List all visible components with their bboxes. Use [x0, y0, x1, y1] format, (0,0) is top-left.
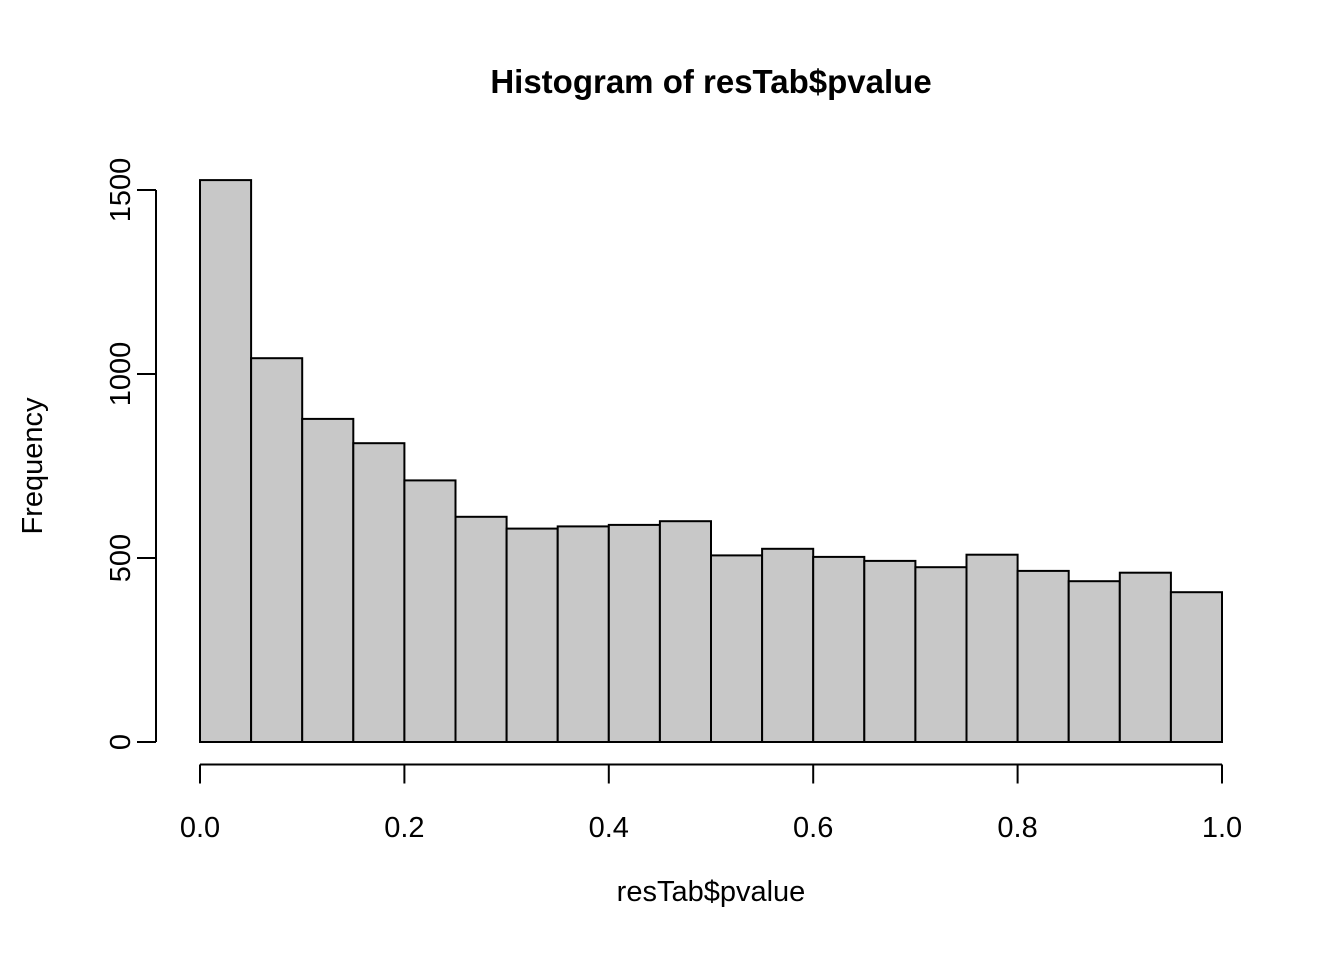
x-axis-label: resTab$pvalue — [617, 876, 806, 908]
histogram-bar — [1016, 569, 1070, 744]
histogram-bar — [914, 566, 968, 744]
histogram-bar — [1169, 591, 1224, 744]
y-axis: 0 500 1000 1500 — [105, 158, 157, 750]
x-tick-label: 0.4 — [589, 812, 629, 844]
histogram-bar — [250, 357, 304, 743]
histogram-bar — [301, 417, 355, 743]
histogram-bar — [658, 520, 713, 744]
histogram-bar — [454, 515, 508, 743]
x-tick-label: 0.8 — [997, 812, 1037, 844]
y-axis-label: Frequency — [17, 397, 49, 535]
y-tick-label: 1000 — [105, 342, 137, 407]
histogram-bar — [1118, 571, 1172, 744]
histogram-bar — [556, 525, 610, 744]
histogram-bar — [965, 553, 1019, 744]
x-axis: 0.0 0.2 0.4 0.6 0.8 1.0 — [180, 763, 1242, 844]
x-tick-label: 0.0 — [180, 812, 220, 844]
histogram-bar — [352, 442, 406, 743]
y-tick-label: 1500 — [105, 158, 137, 223]
histogram-bar — [505, 527, 559, 743]
histogram-bar — [199, 179, 253, 744]
histogram-bar — [863, 559, 917, 744]
histogram-bar — [812, 555, 866, 744]
y-tick-label: 500 — [105, 534, 137, 582]
histogram-bar — [710, 554, 764, 744]
histogram-bar — [607, 523, 661, 744]
x-tick-label: 1.0 — [1202, 812, 1242, 844]
histogram-bar — [761, 547, 815, 743]
x-tick-label: 0.2 — [384, 812, 424, 844]
x-tick-label: 0.6 — [793, 812, 833, 844]
y-tick-label: 0 — [105, 734, 137, 750]
chart-title: Histogram of resTab$pvalue — [490, 63, 931, 100]
histogram-bar — [1067, 580, 1121, 744]
bars-group — [199, 179, 1224, 744]
histogram-bar — [403, 479, 457, 743]
